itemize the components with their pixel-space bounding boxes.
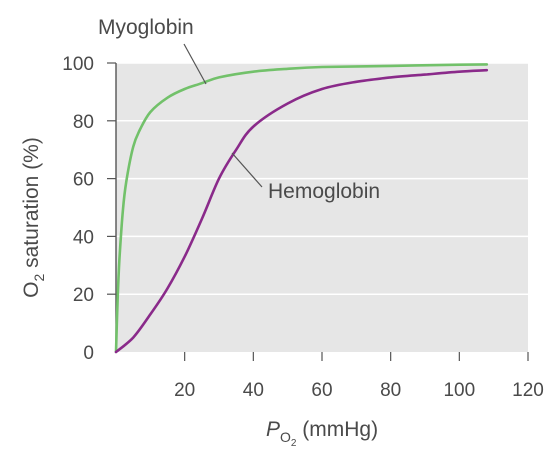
- myoglobin-series-label: Myoglobin: [98, 16, 194, 39]
- x-tick-label-20: 20: [174, 380, 195, 401]
- x-tick-label-40: 40: [243, 380, 264, 401]
- y-tick-label-20: 20: [73, 285, 94, 306]
- x-tick-label-120: 120: [512, 380, 544, 401]
- series-annotations: Myoglobin Hemoglobin: [98, 16, 380, 203]
- x-tick-label-60: 60: [311, 380, 332, 401]
- x-axis-label-unit: (mmHg): [296, 418, 378, 441]
- y-tick-label-100: 100: [62, 54, 94, 75]
- series-line-myoglobin: [114, 63, 489, 354]
- series-line-hemoglobin: [114, 68, 489, 354]
- series-layer: [114, 63, 489, 354]
- gridlines: [115, 62, 528, 352]
- x-axis-label-sub: O: [280, 429, 291, 445]
- x-axis-label-subsub: 2: [291, 438, 297, 449]
- x-tick-label-100: 100: [443, 380, 475, 401]
- hemoglobin-series-label: Hemoglobin: [268, 180, 380, 203]
- hemoglobin-leader-line: [231, 152, 263, 188]
- y-tick-label-0: 0: [83, 343, 94, 364]
- plot-background: [116, 63, 528, 352]
- y-axis-label-symbol: O: [20, 282, 43, 298]
- y-axis-label: O2 saturation (%): [20, 137, 47, 298]
- x-axis-label: PO2 (mmHg): [266, 418, 378, 449]
- y-axis-label-sub: 2: [31, 274, 47, 282]
- y-tick-label-80: 80: [73, 112, 94, 133]
- myoglobin-leader-line: [183, 43, 207, 85]
- y-tick-label-40: 40: [73, 227, 94, 248]
- y-tick-label-60: 60: [73, 170, 94, 191]
- y-axis-ticks: 0 20 40 60 80 100: [62, 54, 116, 364]
- y-axis-label-rest: saturation (%): [20, 137, 43, 274]
- x-axis-ticks: 20 40 60 80 100 120: [174, 352, 544, 401]
- x-tick-label-80: 80: [380, 380, 401, 401]
- x-axis-label-symbol: P: [266, 418, 280, 441]
